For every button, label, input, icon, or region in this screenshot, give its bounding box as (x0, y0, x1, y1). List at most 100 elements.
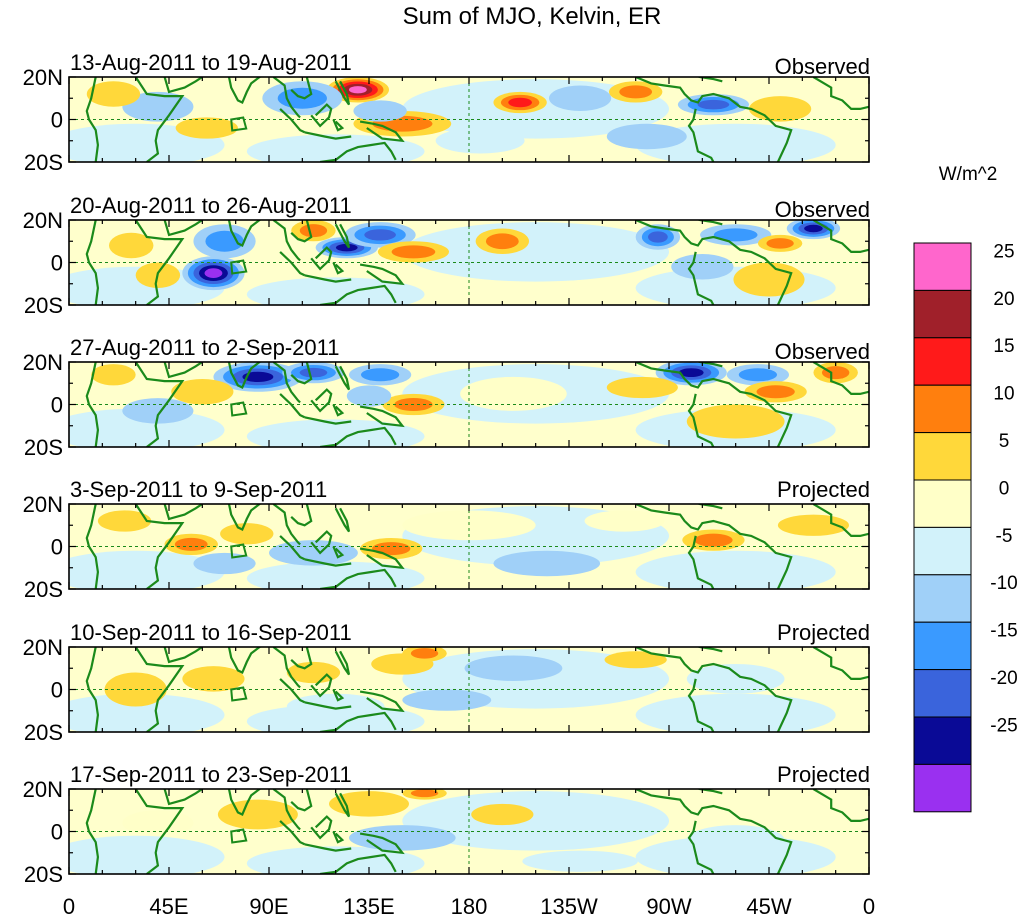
coastline (332, 831, 345, 844)
anomaly-contour (471, 803, 534, 826)
panel-status: Observed (775, 339, 870, 364)
coastline (272, 647, 301, 689)
x-tick-label: 45E (149, 894, 188, 919)
colorbar-swatch (913, 763, 972, 813)
colorbar-label: 10 (993, 384, 1014, 405)
coastline (359, 547, 405, 570)
x-tick-label: 0 (63, 894, 75, 919)
coastline (812, 362, 869, 395)
coastline (310, 388, 333, 413)
colorbar-swatch (913, 669, 972, 718)
anomaly-contour (360, 368, 400, 382)
coastline (279, 251, 306, 277)
coastline (696, 504, 723, 510)
panel-field (69, 77, 869, 162)
anomaly-contour (464, 655, 563, 681)
coastline (279, 108, 306, 134)
anomaly-contour (549, 810, 656, 836)
figure-title: Sum of MJO, Kelvin, ER (403, 3, 662, 30)
colorbar: W/m^2 25 20 15 10 5 0 -5 -10 -15 -20 -25 (913, 164, 1018, 813)
anomaly-contour (335, 243, 358, 252)
y-tick-label: 20S (24, 435, 63, 460)
anomaly-contour (460, 376, 567, 411)
panel-6: 20N 0 20S 17-Sep-2011 to 23-Sep-2011 Project… (23, 762, 870, 887)
x-tick-label: 45W (746, 894, 791, 919)
coastline (134, 647, 185, 732)
y-tick-label: 20N (23, 635, 63, 660)
anomaly-contour (686, 664, 785, 694)
anomaly-contour (410, 789, 439, 798)
anomaly-contour (299, 367, 328, 378)
anomaly-contour (606, 376, 678, 399)
x-tick-label: 90E (249, 894, 288, 919)
coastline (359, 263, 405, 286)
coastline (163, 789, 203, 806)
panel-3: 20N 0 20S 27-Aug-2011 to 2-Sep-2011 Observed (23, 335, 870, 460)
colorbar-swatch (913, 337, 972, 386)
field-region (402, 791, 669, 851)
anomaly-contour (604, 651, 667, 669)
coastline (334, 365, 351, 391)
anomaly-contour (242, 371, 274, 383)
anomaly-contour (122, 398, 194, 424)
panel-status: Projected (777, 762, 870, 787)
coastline (279, 535, 306, 561)
anomaly-contour (402, 510, 536, 541)
coastline (163, 362, 203, 379)
colorbar-label: 15 (993, 336, 1014, 357)
field-region (246, 419, 425, 447)
colorbar-units: W/m^2 (939, 164, 998, 185)
anomaly-contour (733, 262, 805, 297)
coastline (334, 80, 351, 106)
y-tick-label: 0 (51, 820, 63, 845)
coastline (359, 832, 405, 855)
coastline (319, 284, 397, 305)
anomaly-contour (391, 245, 436, 259)
anomaly-contour (522, 850, 638, 872)
anomaly-contour (122, 91, 194, 122)
panel-period: 20-Aug-2011 to 26-Aug-2011 (70, 193, 352, 218)
anomaly-contour (217, 799, 298, 830)
anomaly-contour (694, 533, 733, 547)
region-box (230, 401, 248, 417)
y-tick-label: 20N (23, 777, 63, 802)
coastline (272, 504, 301, 546)
anomaly-contour (678, 368, 704, 378)
anomaly-contour (804, 224, 823, 233)
anomaly-contour (766, 238, 794, 249)
colorbar-label: 20 (993, 289, 1014, 310)
field-region (635, 693, 836, 732)
y-tick-label: 0 (51, 108, 63, 133)
anomaly-contour (738, 368, 778, 382)
coastline (290, 647, 313, 670)
coastline (279, 678, 306, 704)
coastline (635, 647, 793, 732)
field-region (246, 561, 425, 589)
panel-period: 13-Aug-2011 to 19-Aug-2011 (70, 50, 352, 75)
coastline (290, 220, 313, 243)
coastline (310, 246, 333, 271)
coastline (334, 507, 351, 533)
coastline (163, 220, 203, 237)
coastline (134, 220, 185, 305)
anomaly-contour (175, 117, 238, 139)
colorbar-label: -20 (990, 668, 1017, 689)
colorbar-swatch (913, 621, 972, 671)
region-box (230, 828, 248, 844)
region-box (230, 116, 248, 132)
coastline (332, 689, 345, 702)
panel-period: 17-Sep-2011 to 23-Sep-2011 (70, 762, 352, 787)
panel-status: Projected (777, 477, 870, 502)
anomaly-contour (122, 810, 194, 836)
y-tick-label: 20S (24, 720, 63, 745)
coastline (332, 404, 345, 417)
field-region (246, 134, 425, 162)
x-tick-label: 135E (343, 894, 394, 919)
coastline (635, 789, 793, 874)
coastline (319, 853, 397, 874)
anomaly-contour (220, 523, 274, 545)
region-box (230, 543, 248, 559)
panel-status: Projected (777, 620, 870, 645)
coastline (635, 362, 793, 447)
coastline (163, 647, 203, 664)
